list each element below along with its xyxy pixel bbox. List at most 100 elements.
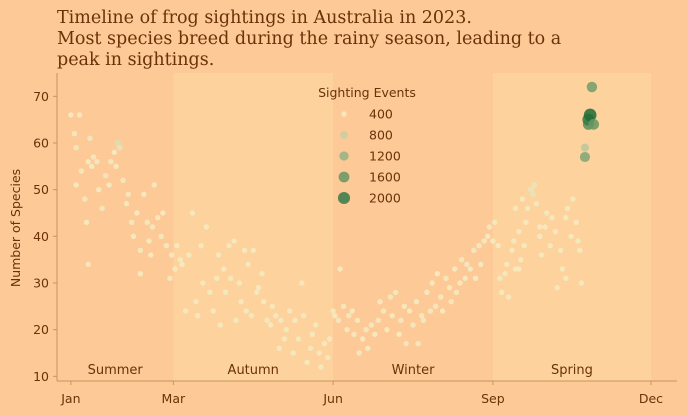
data-point xyxy=(554,284,560,291)
data-point xyxy=(123,200,130,207)
data-point xyxy=(476,242,482,249)
data-point xyxy=(243,308,250,314)
data-point xyxy=(300,312,307,319)
data-point xyxy=(472,275,479,282)
data-point xyxy=(363,326,369,333)
data-point xyxy=(177,256,184,263)
data-point xyxy=(238,298,244,305)
data-point xyxy=(82,196,88,202)
data-point xyxy=(151,182,158,188)
chart-title-line-2: Most species breed during the rainy seas… xyxy=(57,29,561,49)
data-point xyxy=(365,345,371,352)
data-point xyxy=(478,261,484,268)
legend-label: 400 xyxy=(369,107,393,122)
legend-marker xyxy=(340,131,348,139)
data-point xyxy=(182,308,189,314)
data-point xyxy=(517,256,524,263)
legend: Sighting Events 400 800 1200 1600 2000 xyxy=(318,85,416,206)
data-point xyxy=(485,233,491,240)
data-point xyxy=(325,354,331,361)
data-point xyxy=(231,238,237,244)
data-point xyxy=(523,219,529,226)
data-point xyxy=(429,280,435,286)
data-point xyxy=(486,224,493,230)
data-point xyxy=(434,270,441,277)
data-point xyxy=(172,266,178,272)
season-band-summer xyxy=(57,73,174,381)
data-point xyxy=(267,322,274,328)
data-point xyxy=(464,261,470,268)
data-point xyxy=(283,326,290,333)
data-point xyxy=(512,205,519,212)
data-point xyxy=(563,275,569,282)
data-point xyxy=(73,182,79,188)
y-axis-label: Number of Species xyxy=(8,169,23,287)
data-point xyxy=(108,158,114,165)
data-point xyxy=(330,308,336,314)
data-point xyxy=(509,247,515,254)
data-point xyxy=(504,261,510,268)
data-point xyxy=(90,154,97,160)
data-point xyxy=(163,242,170,249)
data-point xyxy=(248,312,255,319)
legend-label: 1600 xyxy=(369,170,401,185)
data-point xyxy=(552,228,559,235)
data-point xyxy=(568,233,574,240)
data-point xyxy=(396,331,402,338)
data-point xyxy=(299,280,305,286)
data-point xyxy=(419,312,425,319)
data-point xyxy=(233,317,239,324)
x-tick-label: Dec xyxy=(639,391,663,406)
data-point xyxy=(226,242,232,249)
legend-label: 800 xyxy=(369,128,393,143)
data-point xyxy=(292,317,298,324)
data-point xyxy=(403,340,409,347)
data-point xyxy=(125,191,131,198)
data-point xyxy=(410,322,416,328)
data-point xyxy=(564,205,571,212)
data-point xyxy=(78,168,85,174)
data-point xyxy=(326,336,333,342)
data-point xyxy=(424,289,430,296)
data-point xyxy=(495,242,501,249)
season-label-winter: Winter xyxy=(392,363,436,378)
data-point xyxy=(307,345,314,352)
data-point xyxy=(221,266,227,272)
data-point xyxy=(335,317,342,324)
data-point xyxy=(389,312,395,319)
data-point xyxy=(524,205,531,212)
data-point xyxy=(269,303,276,310)
legend-marker xyxy=(341,111,347,117)
y-tick-label: 40 xyxy=(33,229,49,244)
data-point xyxy=(415,340,421,347)
data-point xyxy=(281,336,288,342)
data-point xyxy=(214,275,220,282)
y-tick-label: 20 xyxy=(33,322,49,337)
data-point xyxy=(427,308,434,314)
data-point xyxy=(543,210,550,216)
legend-title: Sighting Events xyxy=(318,85,416,100)
data-point xyxy=(533,200,540,207)
data-point xyxy=(113,163,119,170)
data-point xyxy=(420,317,427,324)
data-point xyxy=(207,289,213,296)
data-point xyxy=(340,303,347,310)
data-point xyxy=(538,252,545,258)
data-point xyxy=(260,298,267,305)
data-point xyxy=(217,322,224,328)
data-point xyxy=(537,224,543,230)
data-point xyxy=(245,261,251,268)
data-point xyxy=(264,317,270,324)
data-point xyxy=(111,149,118,156)
data-point xyxy=(128,219,135,226)
data-point xyxy=(318,364,324,370)
season-labels: Summer Autumn Winter Spring xyxy=(88,363,593,378)
data-point xyxy=(168,252,175,258)
data-point xyxy=(467,266,474,272)
data-point xyxy=(573,219,579,226)
data-point xyxy=(287,308,293,314)
data-point xyxy=(453,289,460,296)
data-point xyxy=(502,270,508,277)
data-point xyxy=(203,224,210,230)
